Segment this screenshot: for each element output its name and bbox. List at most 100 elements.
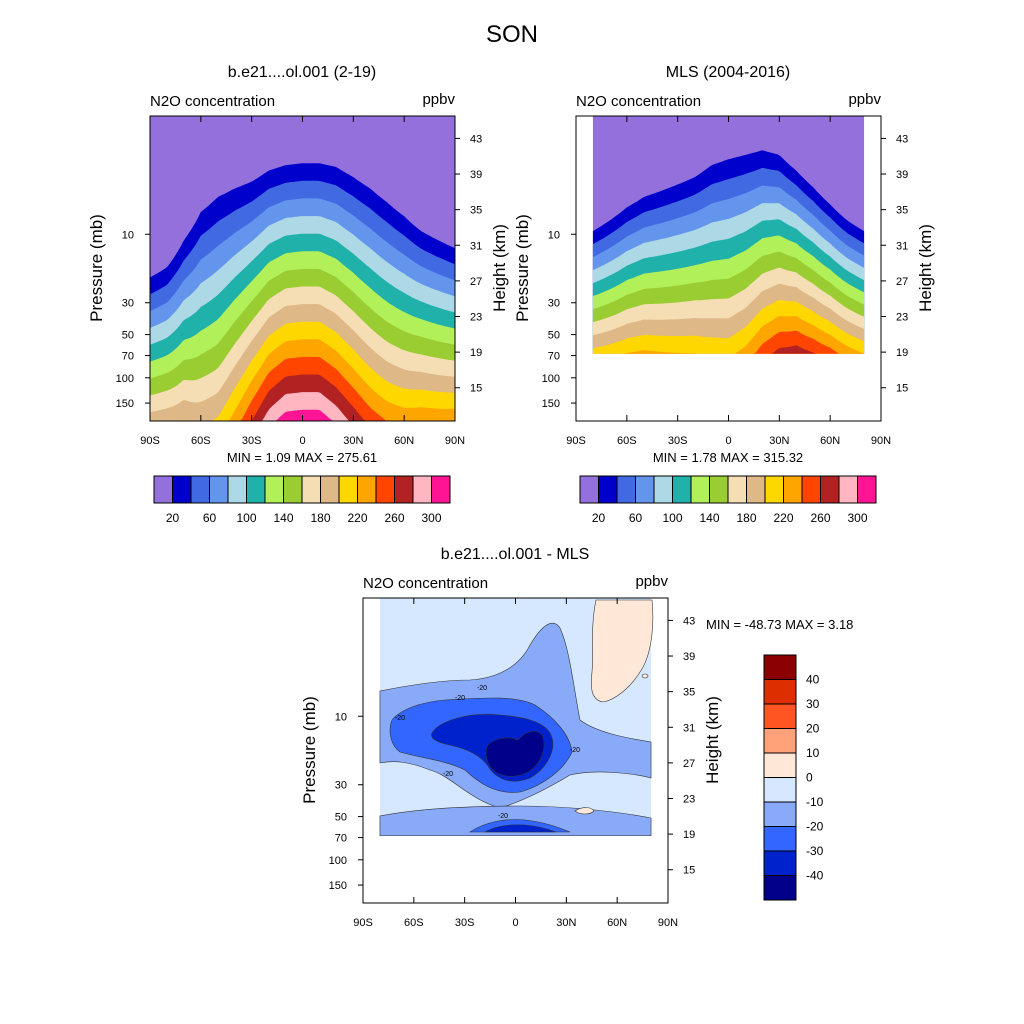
colorbar-swatch (764, 475, 784, 504)
x-tick-label: 90N (871, 435, 891, 447)
height-tick-label: 19 (683, 829, 695, 841)
contour-plot (592, 116, 865, 354)
contour-line-label: -20 (498, 813, 508, 820)
x-tick-label: 90N (445, 435, 465, 447)
colorbar-label: 180 (310, 511, 330, 525)
figure-title: SON (486, 21, 538, 48)
y-tick-label: 100 (116, 373, 134, 385)
colorbar-swatch (246, 475, 266, 504)
y-tick-label: 70 (335, 833, 347, 845)
axes: 90S 60S 30S 0 30N 60N 90N 10 30 50 70 100 150 43 39 35 3… (116, 116, 482, 447)
y-tick-label: 150 (329, 880, 347, 892)
height-tick-label: 39 (683, 651, 695, 663)
min-max-stats: MIN = 1.09 MAX = 275.61 (227, 450, 377, 465)
x-tick-label: 30N (343, 435, 363, 447)
height-tick-label: 23 (683, 794, 695, 806)
height-tick-label: 27 (896, 276, 908, 288)
colorbar-label: -20 (806, 820, 824, 834)
colorbar-swatch (375, 475, 395, 504)
panel-title: b.e21....ol.001 (2-19) (228, 64, 377, 81)
colorbar-swatch (746, 475, 766, 504)
height-tick-label: 15 (683, 865, 695, 877)
y-tick-label: 70 (122, 351, 134, 363)
colorbar-swatch (763, 679, 797, 705)
x-tick-label: 60S (617, 435, 637, 447)
panel-units-label: ppbv (848, 91, 881, 108)
panel-left-label: N2O concentration (150, 93, 275, 110)
height-tick-label: 35 (896, 205, 908, 217)
colorbar-swatch (857, 475, 877, 504)
colorbar-swatch (598, 475, 618, 504)
contour-band (483, 824, 557, 833)
y-tick-label: 100 (329, 855, 347, 867)
colorbar-swatch (209, 475, 229, 504)
colorbar-swatch (579, 475, 599, 504)
colorbar-swatch (727, 475, 747, 504)
x-tick-label: 0 (512, 917, 518, 929)
contour-line-label: -20 (570, 747, 580, 754)
axes: 90S 60S 30S 0 30N 60N 90N 10 30 50 70 100 150 43 39 35 3… (542, 116, 908, 447)
colorbar-label: 40 (806, 673, 820, 687)
panel-mls: MLS (2004-2016) N2O concentration ppbv 9… (513, 64, 935, 525)
colorbar-label: -30 (806, 844, 824, 858)
colorbar-label: 30 (806, 697, 820, 711)
colorbar-label: 10 (806, 746, 820, 760)
colorbar-label: 220 (773, 511, 793, 525)
x-tick-label: 90S (353, 917, 373, 929)
colorbar-label: 260 (810, 511, 830, 525)
colorbar-label: 20 (166, 511, 180, 525)
height-tick-label: 27 (683, 758, 695, 770)
x-tick-label: 60N (394, 435, 414, 447)
colorbar-swatch (838, 475, 858, 504)
y-tick-label: 30 (122, 298, 134, 310)
y-tick-label: 10 (548, 229, 560, 241)
y-axis-label: Pressure (mb) (87, 214, 106, 322)
colorbar-swatch (653, 475, 673, 504)
colorbar-label: 140 (273, 511, 293, 525)
colorbar-swatch (763, 703, 797, 729)
contour-band (641, 673, 649, 679)
colorbar-swatch (190, 475, 210, 504)
colorbar-swatch (820, 475, 840, 504)
min-max-stats: MIN = 1.78 MAX = 315.32 (653, 450, 803, 465)
panel-left-label: N2O concentration (363, 575, 488, 592)
panel-difference: b.e21....ol.001 - MLS N2O concentration … (300, 546, 853, 929)
y-axis-right-label: Height (km) (703, 696, 722, 784)
colorbar-label: 220 (347, 511, 367, 525)
colorbar-swatch (301, 475, 321, 504)
contour-line-label: -20 (443, 771, 453, 778)
contour-plot: -20 -20 -20 -20 -20 -20 (379, 598, 654, 837)
y-tick-label: 50 (122, 330, 134, 342)
height-tick-label: 31 (470, 240, 482, 252)
colorbar-label: 0 (806, 771, 813, 785)
colorbar-swatch (672, 475, 692, 504)
colorbar-swatch (801, 475, 821, 504)
colorbar-label: -10 (806, 795, 824, 809)
x-tick-label: 30S (242, 435, 262, 447)
contour-plot (150, 116, 455, 421)
colorbar-swatch (763, 875, 797, 901)
contour-band (591, 599, 654, 703)
colorbar-swatch (635, 475, 655, 504)
y-axis-label: Pressure (mb) (513, 214, 532, 322)
height-tick-label: 43 (896, 133, 908, 145)
y-axis-right-label: Height (km) (916, 224, 935, 312)
contour-line-label: -20 (477, 685, 487, 692)
colorbar-swatch (709, 475, 729, 504)
y-tick-label: 150 (542, 398, 560, 410)
colorbar-label: 60 (203, 511, 217, 525)
contour-line-label: -20 (395, 715, 405, 722)
colorbar: 20 60 100 140 180 220 260 300 (579, 475, 877, 525)
contour-band (485, 731, 545, 777)
min-max-stats: MIN = -48.73 MAX = 3.18 (706, 617, 853, 632)
colorbar-swatch (763, 728, 797, 754)
contour-band (574, 807, 595, 815)
y-tick-label: 70 (548, 351, 560, 363)
colorbar-swatch (338, 475, 358, 504)
colorbar-label: 140 (699, 511, 719, 525)
colorbar-swatch (763, 850, 797, 876)
colorbar-swatch (412, 475, 432, 504)
height-tick-label: 39 (896, 169, 908, 181)
y-tick-label: 50 (335, 812, 347, 824)
height-tick-label: 43 (683, 615, 695, 627)
